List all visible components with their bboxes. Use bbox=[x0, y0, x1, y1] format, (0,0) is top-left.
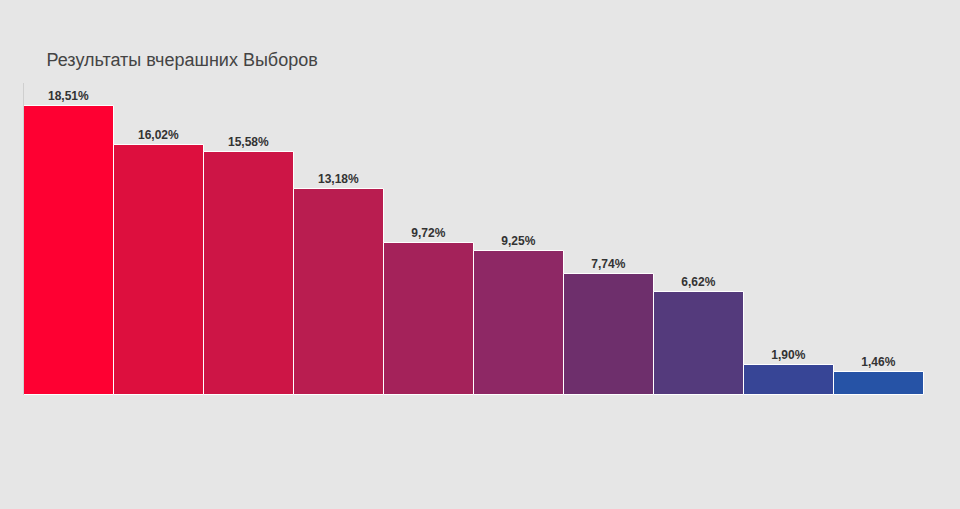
svg-text:13,18%: 13,18% bbox=[318, 172, 359, 186]
svg-text:Результаты вчерашних Выборов: Результаты вчерашних Выборов bbox=[47, 50, 318, 70]
svg-text:18,51%: 18,51% bbox=[48, 89, 89, 103]
svg-text:1,46%: 1,46% bbox=[861, 355, 895, 369]
svg-text:7,74%: 7,74% bbox=[591, 257, 625, 271]
svg-text:9,25%: 9,25% bbox=[501, 234, 535, 248]
svg-text:1,90%: 1,90% bbox=[771, 348, 805, 362]
svg-text:15,58%: 15,58% bbox=[228, 135, 269, 149]
svg-text:6,62%: 6,62% bbox=[681, 275, 715, 289]
svg-text:9,72%: 9,72% bbox=[411, 226, 445, 240]
svg-text:16,02%: 16,02% bbox=[138, 128, 179, 142]
